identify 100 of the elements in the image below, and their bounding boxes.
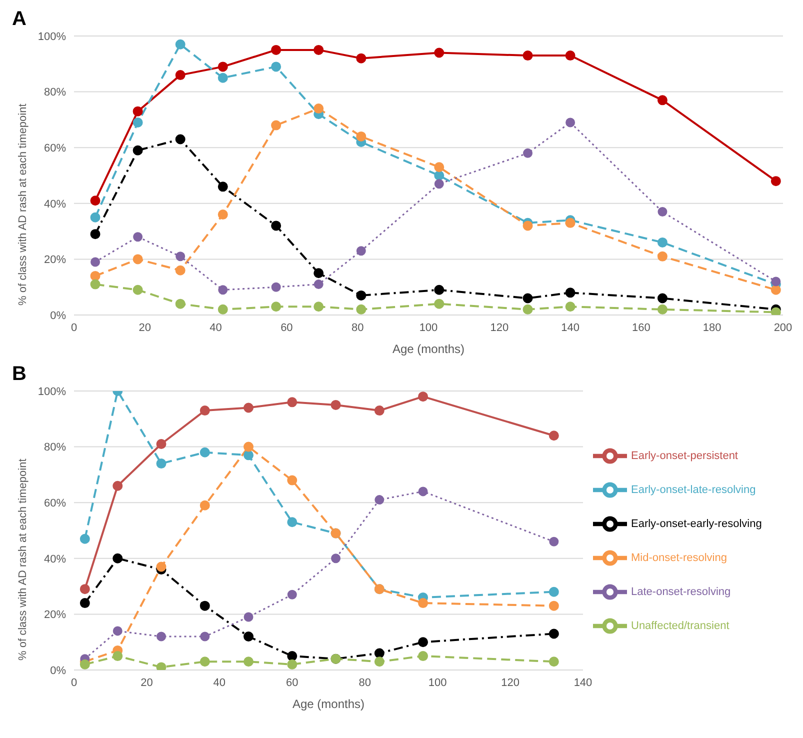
point [244,442,254,452]
legend-label: Early-onset-late-resolving [631,483,756,496]
point [132,284,143,295]
point [287,475,298,486]
point [658,207,668,217]
point [218,72,228,83]
point [200,632,210,642]
y-tick-label: 80% [44,86,66,99]
point [132,145,143,156]
x-tick-label: 60 [286,676,298,689]
chart-title: B [12,363,26,386]
y-tick-label: 0% [50,664,66,677]
point [374,495,384,505]
point [80,584,90,594]
point [434,298,444,309]
point [331,554,341,564]
y-tick-label: 20% [44,254,66,266]
point [287,590,297,600]
y-tick-label: 100% [38,386,66,398]
point [657,293,668,304]
point [314,44,324,55]
point [548,600,559,611]
x-tick-label: 140 [561,322,580,334]
point [418,598,428,608]
point [244,612,254,622]
point [244,656,254,667]
point [132,106,143,116]
point [314,280,324,290]
point [523,148,533,158]
point [200,656,210,667]
point [770,176,781,186]
point [770,307,781,315]
x-tick-label: 40 [210,322,222,334]
point [218,62,228,72]
x-axis-title: Age (months) [392,342,465,356]
legend-label: Early-onset-persistent [631,449,738,462]
x-tick-label: 160 [632,322,650,334]
point [132,117,143,128]
legend-label: Mid-onset-resolving [631,551,727,564]
point [112,626,122,636]
point [218,304,228,314]
y-tick-label: 40% [44,198,66,210]
point [771,276,781,286]
point [522,293,533,304]
point [90,229,100,240]
point [112,480,123,491]
point [522,304,533,314]
point [657,95,668,106]
x-tick-label: 0 [70,676,78,689]
y-tick-label: 20% [44,609,66,622]
point [218,285,228,295]
point [565,218,576,228]
point [156,632,166,642]
point [156,458,166,469]
point [565,302,576,312]
point [112,651,123,662]
point [565,288,576,298]
point [271,220,282,231]
point [90,196,100,206]
point [175,265,186,276]
point [175,70,186,80]
x-tick-label: 80 [358,676,371,689]
point [418,651,428,662]
point [418,637,428,648]
point [156,662,166,670]
point [271,282,281,292]
point [356,246,366,256]
point [374,648,384,658]
x-tick-label: 80 [351,322,364,334]
point [156,439,166,450]
point [90,279,100,290]
x-tick-label: 120 [490,322,509,334]
x-tick-label: 100 [419,322,438,334]
x-tick-label: 20 [140,676,153,689]
legend-label: Early-onset-early-resolving [631,517,762,530]
y-tick-label: 0% [50,310,66,322]
point [80,598,90,608]
point [418,486,428,496]
point [271,120,282,130]
y-tick-label: 100% [38,30,66,43]
point [244,632,254,642]
legend-label: Unaffected/transient [631,619,730,632]
y-tick-label: 60% [44,498,66,510]
point [522,50,533,61]
y-axis-title: % of class with AD rash at each timepoint [16,104,29,306]
point [175,298,186,309]
point [90,257,100,267]
x-tick-label: 180 [702,322,722,334]
point [374,656,384,667]
point [287,517,298,528]
point [287,659,298,670]
point [287,651,298,662]
point [657,251,668,262]
y-tick-label: 40% [44,553,66,566]
point [156,562,166,572]
point [434,179,444,189]
point [418,392,428,402]
point [176,252,186,262]
x-tick-label: 100 [428,676,447,689]
point [314,104,324,114]
